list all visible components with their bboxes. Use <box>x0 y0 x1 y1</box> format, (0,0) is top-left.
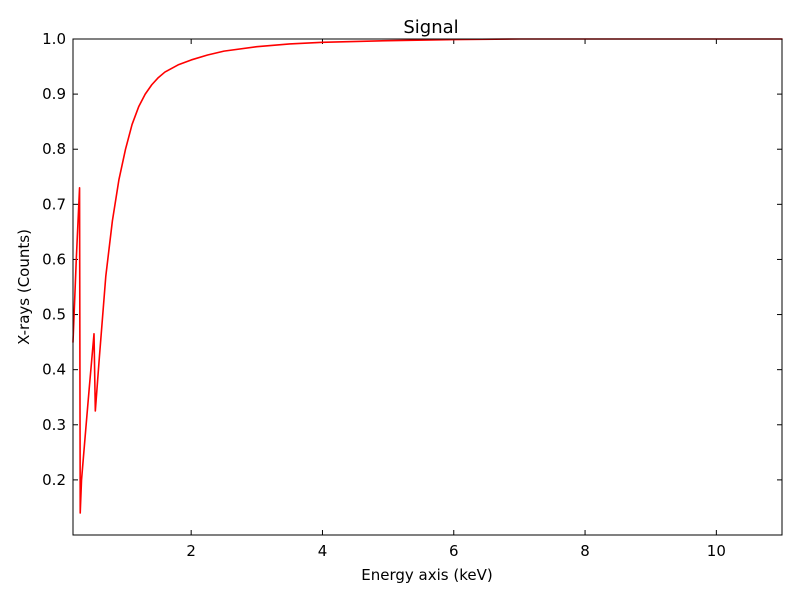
tick-group: 2 4 6 8 10 0.2 0.3 0.4 0.5 0.6 0.7 0.8 0.9 1.0 <box>42 30 782 560</box>
y-tick-label: 1.0 <box>42 30 66 48</box>
chart-title: Signal <box>403 17 458 38</box>
x-axis-title: Energy axis (keV) <box>361 566 492 584</box>
y-tick-label: 0.4 <box>42 361 66 379</box>
plot-group <box>72 38 783 514</box>
y-tick-label: 0.6 <box>42 250 66 268</box>
x-tick-label: 6 <box>449 542 459 560</box>
plot-frame <box>72 38 783 536</box>
y-axis-title: X-rays (Counts) <box>15 229 33 345</box>
signal-line <box>72 38 783 514</box>
x-tick-label: 2 <box>186 542 196 560</box>
x-tick-label: 4 <box>318 542 328 560</box>
y-tick-label: 0.9 <box>42 85 66 103</box>
y-tick-label: 0.5 <box>42 306 66 324</box>
y-tick-label: 0.3 <box>42 416 66 434</box>
y-tick-label: 0.8 <box>42 140 66 158</box>
y-tick-label: 0.2 <box>42 471 66 489</box>
y-tick-label: 0.7 <box>42 195 66 213</box>
x-tick-label: 10 <box>707 542 726 560</box>
x-tick-label: 8 <box>580 542 590 560</box>
